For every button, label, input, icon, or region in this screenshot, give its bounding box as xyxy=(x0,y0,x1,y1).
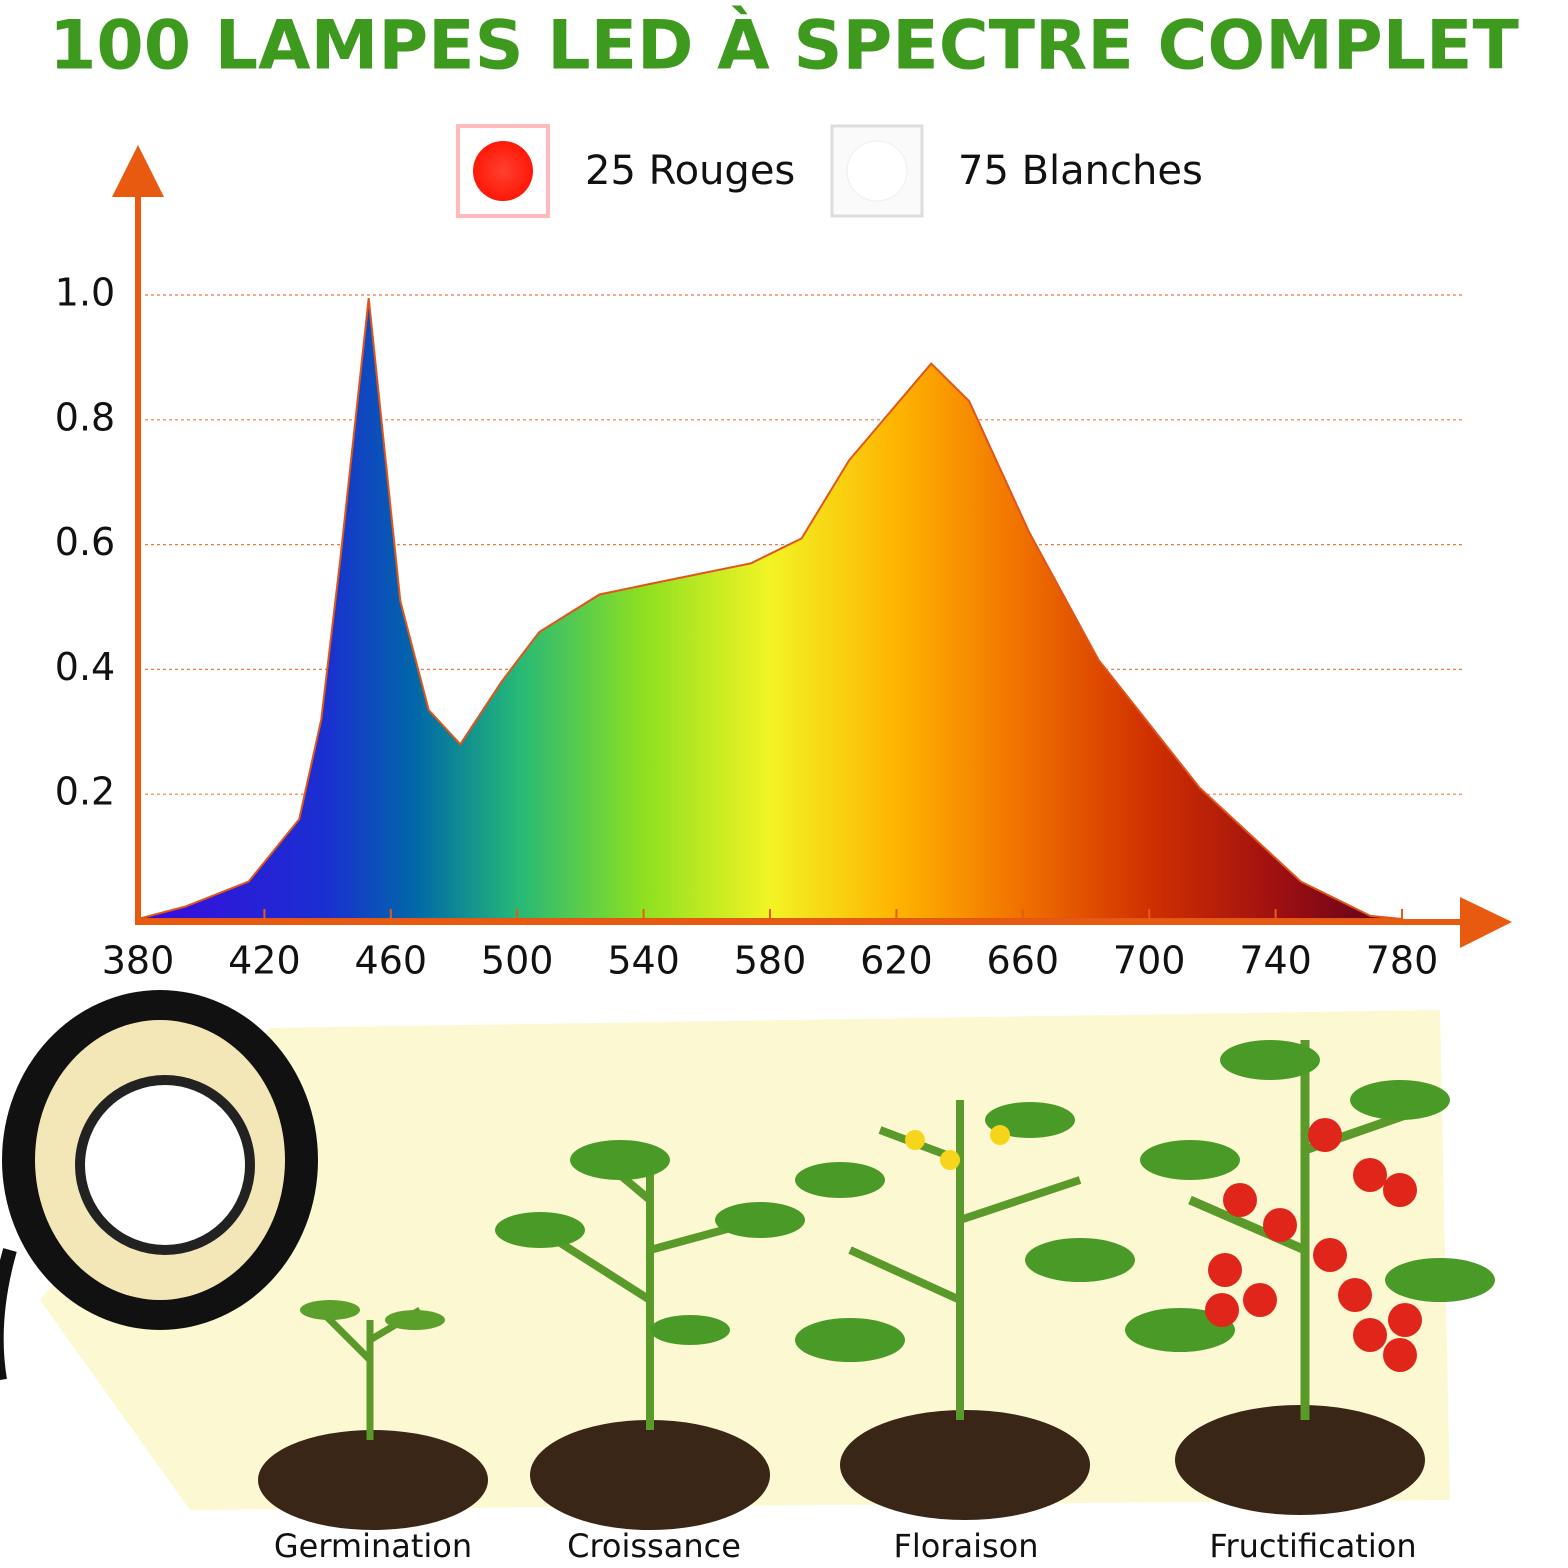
tomato xyxy=(1313,1238,1347,1272)
lamp-neck xyxy=(0,1248,17,1380)
x-tick-label: 740 xyxy=(1239,939,1312,983)
y-tick-label: 0.2 xyxy=(55,770,115,814)
led-dot xyxy=(473,141,533,201)
soil xyxy=(258,1430,488,1530)
leaf xyxy=(1385,1258,1495,1302)
flower xyxy=(990,1125,1010,1145)
leaf xyxy=(570,1140,670,1180)
x-tick-label: 580 xyxy=(734,939,807,983)
legend-label: 25 Rouges xyxy=(585,148,795,194)
x-tick-label: 780 xyxy=(1366,939,1439,983)
tomato xyxy=(1243,1283,1277,1317)
light-beam xyxy=(40,1010,1450,1510)
x-tick-label: 500 xyxy=(481,939,554,983)
soil xyxy=(840,1410,1090,1520)
x-tick-label: 460 xyxy=(355,939,428,983)
x-tick-label: 540 xyxy=(607,939,680,983)
tomato xyxy=(1383,1173,1417,1207)
soil xyxy=(1175,1405,1425,1515)
leaf xyxy=(1140,1140,1240,1180)
leaf xyxy=(1025,1238,1135,1282)
spectrum-area xyxy=(137,297,1403,920)
stage-label: Fructification xyxy=(1209,1527,1416,1565)
leaf xyxy=(300,1300,360,1320)
leaf xyxy=(715,1202,805,1238)
plants xyxy=(258,1040,1495,1530)
leaf xyxy=(1350,1080,1450,1120)
flower xyxy=(905,1130,925,1150)
tomato xyxy=(1383,1338,1417,1372)
y-tick-label: 1.0 xyxy=(55,271,115,315)
y-arrow xyxy=(112,145,164,197)
tomato xyxy=(1388,1303,1422,1337)
leaf xyxy=(795,1162,885,1198)
legend: 25 Rouges 75 Blanches xyxy=(456,124,1203,218)
tomato xyxy=(1263,1208,1297,1242)
stage-label: Germination xyxy=(274,1527,472,1565)
plant xyxy=(537,1146,762,1430)
y-tick-label: 0.6 xyxy=(55,520,115,564)
soil xyxy=(530,1420,770,1530)
leaf xyxy=(795,1318,905,1362)
x-tick-label: 620 xyxy=(860,939,933,983)
flower xyxy=(940,1150,960,1170)
illustration xyxy=(0,990,1495,1530)
tomato xyxy=(1308,1118,1342,1152)
leaf xyxy=(1220,1040,1320,1080)
chart-title: 100 LAMPES LED À SPECTRE COMPLET xyxy=(49,6,1519,86)
x-tick-label: 700 xyxy=(1113,939,1186,983)
tomato xyxy=(1338,1278,1372,1312)
tomato xyxy=(1223,1183,1257,1217)
legend-label: 75 Blanches xyxy=(958,148,1203,194)
y-tick-label: 0.8 xyxy=(55,395,115,439)
tomato xyxy=(1208,1253,1242,1287)
tomato xyxy=(1353,1158,1387,1192)
x-arrow xyxy=(1460,897,1512,948)
x-tick-label: 420 xyxy=(228,939,301,983)
x-tick-label: 660 xyxy=(987,939,1060,983)
led-dot xyxy=(846,140,908,202)
tomato xyxy=(1353,1318,1387,1352)
leaf xyxy=(385,1310,445,1330)
stage-label: Croissance xyxy=(567,1527,741,1565)
lamp-hole xyxy=(75,1075,255,1255)
leaf xyxy=(1125,1308,1235,1352)
y-tick-label: 0.4 xyxy=(55,645,115,689)
stage-label: Floraison xyxy=(893,1527,1038,1565)
leaf xyxy=(650,1315,730,1345)
leaf xyxy=(495,1212,585,1248)
x-tick-label: 380 xyxy=(102,939,175,983)
plant xyxy=(848,1100,1082,1420)
tomato xyxy=(1205,1293,1239,1327)
